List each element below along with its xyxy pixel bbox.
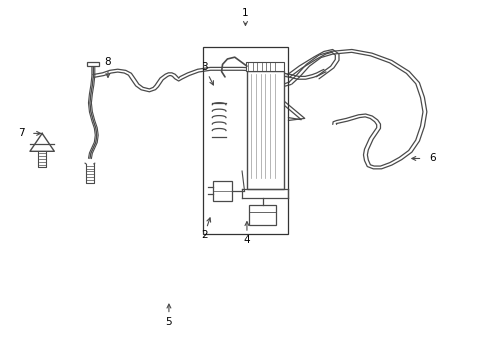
Bar (246, 71, 283, 189)
Text: 8: 8 (104, 57, 111, 67)
Text: 6: 6 (428, 153, 435, 163)
Text: 2: 2 (201, 230, 207, 240)
Text: 4: 4 (243, 235, 250, 245)
Text: 3: 3 (201, 63, 207, 72)
Bar (212, 181, 232, 201)
Bar (87, 62, 99, 66)
Text: 7: 7 (18, 129, 24, 138)
Text: 5: 5 (165, 317, 172, 327)
Text: 1: 1 (242, 8, 248, 18)
Bar (245, 62, 284, 71)
Bar (249, 205, 276, 225)
Bar (203, 47, 288, 234)
